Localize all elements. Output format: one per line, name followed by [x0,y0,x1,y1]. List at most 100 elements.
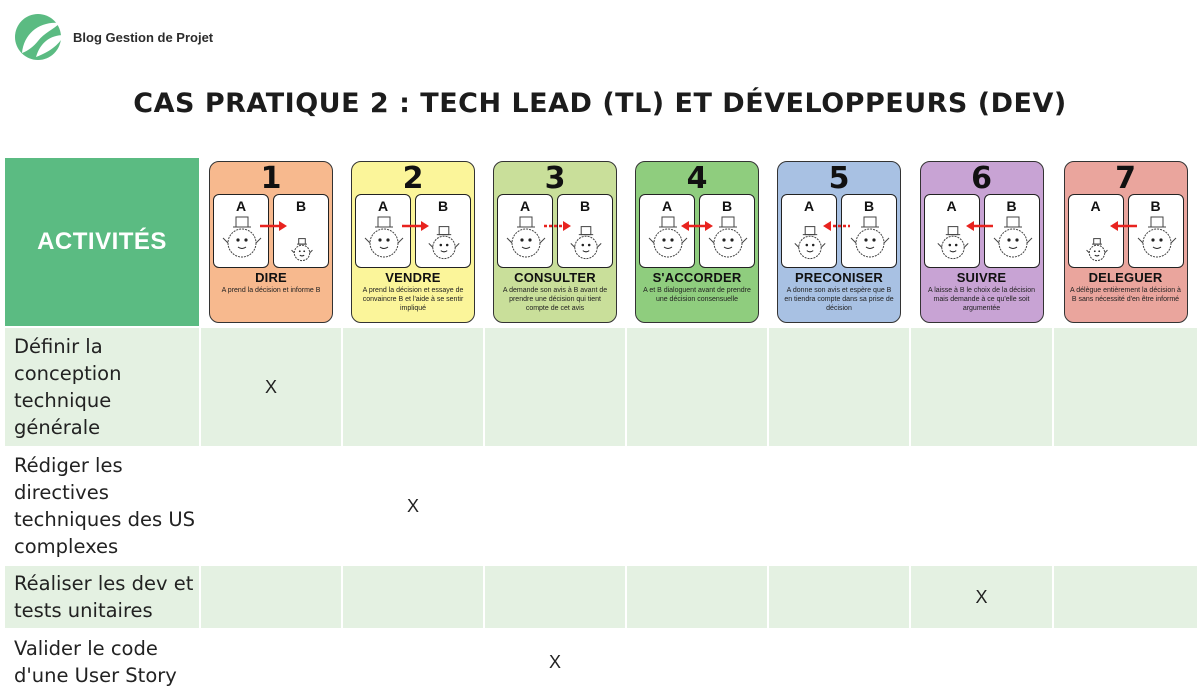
level-cell-5 [767,564,911,630]
actor-pane-b: B [1127,194,1184,268]
level-header-3: 3 A B CONSULTER A demande son avis à B avant… [483,156,627,328]
level-card: 1 A B DIRE A prend la décision et informe B [209,161,333,323]
actor-pane-b: B [699,194,755,268]
mr-man-figure-icon [850,216,890,258]
level-cell-2 [341,628,485,696]
mr-man-figure-icon [570,226,602,260]
level-cell-2 [341,326,485,448]
header-row: ACTIVITÉS 1 A B DIRE A prend la décision et … [3,156,1199,328]
actor-letter: A [803,198,815,214]
level-label: DIRE [255,270,287,285]
actor-pane-b: B [415,194,471,268]
actor-letter: B [863,198,875,214]
table-body: Définir la conception technique générale… [3,326,1199,696]
level-card: 5 A B PRECONISER A donne son avis et espère … [777,161,901,323]
level-cell-3: X [483,628,627,696]
actor-pane-b: B [273,194,329,268]
arrow-left-dashed-icon [823,221,850,231]
mr-man-figure-icon [993,216,1032,258]
mr-man-figure-icon [1137,216,1176,258]
level-cell-1 [199,446,343,566]
arrow-right-solid-icon [260,221,287,231]
table-row: Réaliser les dev et tests unitaires X [3,564,1199,630]
actor-pane-b: B [841,194,897,268]
table-row: Valider le code d'une User Story X [3,628,1199,696]
actor-pane-a: A [639,194,695,268]
selected-mark: X [975,586,988,607]
level-cell-3 [483,326,627,448]
activity-cell: Rédiger les directives techniques des US… [3,446,201,566]
actor-pane-a: A [213,194,269,268]
arrow-right-solid-icon [402,221,429,231]
level-cell-2 [341,564,485,630]
arrow-both-icon [681,221,713,231]
actor-letter: B [579,198,591,214]
actor-letter: B [1006,198,1017,214]
arrow-left-solid-icon [965,221,993,231]
level-cell-5 [767,326,911,448]
level-number: 2 [402,161,424,196]
mr-man-figure-icon [794,226,826,260]
activity-cell: Réaliser les dev et tests unitaires [3,564,201,630]
actor-letter: A [1090,198,1101,214]
actor-pane-b: B [983,194,1040,268]
actor-pane-a: A [1067,194,1124,268]
mr-man-figure-icon [1085,238,1108,262]
level-label: DELEGUER [1088,270,1163,285]
level-cell-1 [199,564,343,630]
actor-letter: A [519,198,531,214]
level-header-7: 7 A B DELEGUER A délègue entièrement la déci… [1052,156,1199,328]
level-label: PRECONISER [795,270,883,285]
level-card: 6 A B SUIVRE A laisse à B le choix de la déc… [919,161,1044,323]
mr-man-figure-icon [364,216,404,258]
mr-man-figure-icon [222,216,262,258]
level-label: S'ACCORDER [652,270,742,285]
level-number: 5 [828,161,850,196]
level-description: A et B dialoguent avant de prendre une d… [643,287,751,303]
selected-mark: X [548,651,561,672]
level-cell-6 [909,326,1054,448]
page-title: CAS PRATIQUE 2 : TECH LEAD (TL) ET DÉVEL… [133,88,1067,119]
activity-cell: Valider le code d'une User Story [3,628,201,696]
actor-letter: A [946,198,957,214]
selected-mark: X [264,376,277,397]
level-cell-1 [199,628,343,696]
level-label: VENDRE [385,270,441,285]
level-description: A prend la décision et informe B [221,287,321,294]
level-description: A délègue entièrement la décision à B sa… [1070,287,1181,303]
level-label: SUIVRE [956,270,1007,285]
actor-letter: A [235,198,247,214]
mr-man-figure-icon [506,216,546,258]
level-header-6: 6 A B SUIVRE A laisse à B le choix de la déc… [909,156,1054,328]
table-row: Définir la conception technique générale… [3,326,1199,448]
level-cell-2: X [341,446,485,566]
brand-name: Blog Gestion de Projet [73,29,214,45]
level-card: 2 A B VENDRE A prend la décision et essaye d… [351,161,475,323]
mr-man-figure-icon [648,216,688,258]
level-number: 7 [1115,161,1136,196]
level-cell-6 [909,446,1054,566]
leaf-logo-icon [15,14,64,60]
level-header-4: 4 A B S'ACCORDER A et B dialoguent avant de … [625,156,769,328]
activity-cell: Définir la conception technique générale [3,326,201,448]
level-number: 6 [971,161,992,196]
actor-pane-a: A [355,194,411,268]
level-description: A prend la décision et essaye de convain… [362,287,464,312]
mr-man-figure-icon [708,216,748,258]
level-cell-5 [767,628,911,696]
level-cell-3 [483,564,627,630]
mr-man-figure-icon [428,226,460,260]
table-row: Rédiger les directives techniques des US… [3,446,1199,566]
level-cell-4 [625,326,769,448]
level-cell-7 [1052,564,1199,630]
actor-pane-a: A [781,194,837,268]
activities-header: ACTIVITÉS [3,156,201,328]
level-header-1: 1 A B DIRE A prend la décision et informe B [199,156,343,328]
selected-mark: X [406,495,419,516]
actor-letter: B [295,198,307,214]
arrow-left-solid-icon [1109,221,1137,231]
